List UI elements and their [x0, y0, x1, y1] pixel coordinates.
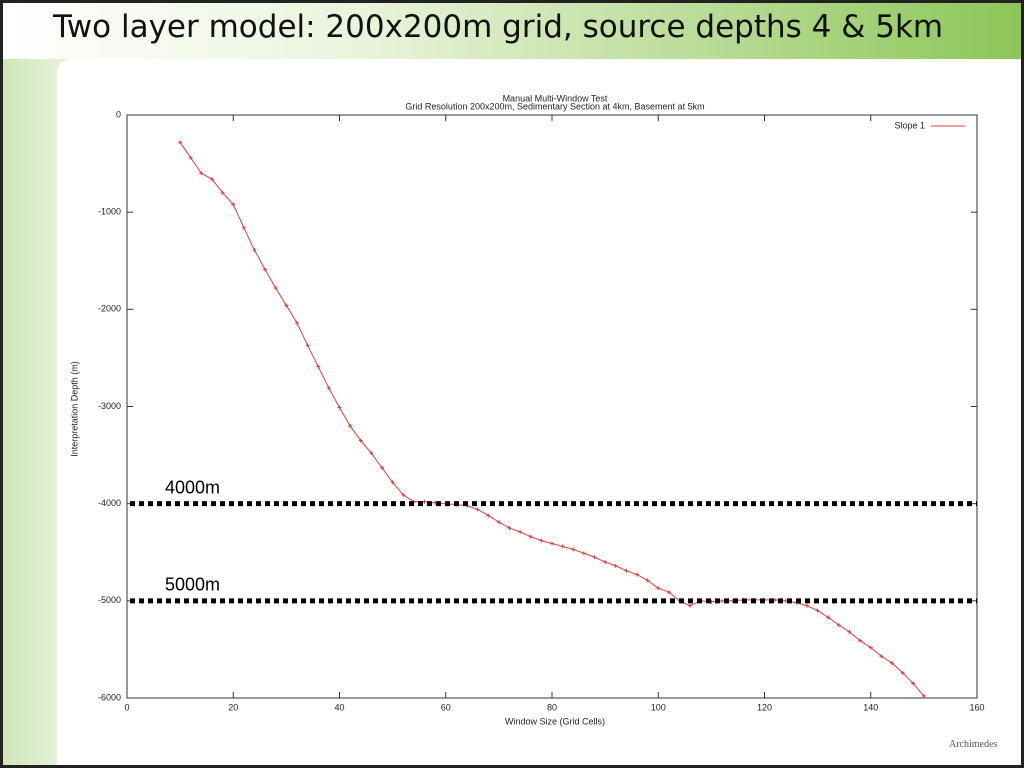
point-marker	[550, 541, 554, 546]
point-marker	[645, 578, 650, 583]
point-marker	[263, 267, 268, 272]
point-marker	[858, 638, 863, 643]
x-tick-label: 20	[228, 702, 238, 712]
point-marker	[475, 507, 480, 512]
point-marker	[571, 547, 576, 552]
y-tick-label: -6000	[98, 692, 121, 702]
logo: Archimedes	[949, 739, 998, 750]
point-marker	[868, 645, 873, 650]
point-marker	[518, 529, 523, 534]
point-marker	[210, 177, 214, 182]
y-tick-label: -1000	[98, 207, 121, 217]
x-tick-label: 60	[441, 702, 451, 712]
point-marker	[507, 525, 512, 530]
point-marker	[720, 598, 724, 603]
y-tick-label: -5000	[98, 595, 121, 605]
point-marker	[337, 405, 342, 410]
point-marker	[688, 603, 693, 608]
legend-label: Slope 1	[894, 120, 925, 130]
point-marker	[252, 248, 257, 253]
point-marker	[380, 465, 384, 470]
point-marker	[836, 623, 841, 628]
plot-frame	[126, 114, 978, 699]
x-tick-label: 40	[334, 702, 344, 712]
point-marker	[348, 423, 353, 428]
point-marker	[539, 538, 544, 543]
x-tick-label: 160	[969, 702, 984, 712]
point-marker	[911, 681, 916, 686]
x-tick-label: 0	[124, 702, 129, 712]
chart: Manual Multi-Window Test Grid Resolution…	[69, 93, 984, 726]
point-marker	[316, 364, 321, 369]
point-marker	[390, 480, 395, 485]
point-marker	[613, 563, 618, 568]
y-tick-label: -3000	[98, 401, 121, 411]
reference-label: 4000m	[165, 477, 220, 497]
point-marker	[496, 520, 501, 525]
point-marker	[624, 568, 629, 573]
chart-subtitle: Grid Resolution 200x200m, Sedimentary Se…	[405, 101, 704, 111]
point-marker	[656, 586, 661, 591]
y-tick-label: 0	[116, 109, 121, 119]
point-marker	[305, 343, 310, 348]
point-marker	[900, 670, 905, 675]
point-marker	[326, 386, 331, 391]
point-marker	[581, 551, 586, 556]
point-marker	[635, 572, 639, 577]
point-marker	[231, 202, 236, 207]
reference-label: 5000m	[165, 575, 220, 595]
y-axis-label: Interpretation Depth (m)	[69, 361, 79, 457]
point-marker	[422, 499, 427, 504]
point-marker	[369, 451, 374, 456]
point-marker	[284, 303, 289, 308]
x-tick-label: 80	[547, 702, 557, 712]
point-marker	[815, 608, 820, 613]
point-marker	[199, 171, 204, 176]
point-marker	[295, 320, 299, 325]
series-line	[179, 141, 925, 697]
content-panel	[57, 59, 1021, 765]
point-marker	[826, 615, 831, 620]
point-marker	[486, 513, 491, 518]
x-tick-label: 120	[757, 702, 772, 712]
y-tick-label: -4000	[98, 498, 121, 508]
point-marker	[401, 492, 406, 497]
point-marker	[528, 534, 533, 539]
point-marker	[241, 225, 246, 230]
point-marker	[178, 140, 183, 145]
slide-title: Two layer model: 200x200m grid, source d…	[53, 9, 944, 45]
y-tick-label: -2000	[98, 304, 121, 314]
title-banner: Two layer model: 200x200m grid, source d…	[3, 3, 1021, 59]
point-marker	[220, 190, 225, 195]
point-marker	[890, 661, 894, 666]
point-marker	[358, 438, 363, 443]
point-marker	[188, 155, 193, 160]
point-marker	[560, 544, 565, 549]
point-marker	[805, 603, 809, 608]
x-tick-label: 100	[651, 702, 666, 712]
point-marker	[879, 654, 884, 659]
point-marker	[592, 555, 597, 560]
point-marker	[921, 694, 926, 699]
x-tick-label: 140	[863, 702, 878, 712]
point-marker	[603, 559, 608, 564]
x-axis-label: Window Size (Grid Cells)	[505, 716, 605, 726]
point-marker	[847, 629, 852, 634]
point-marker	[666, 590, 671, 595]
chart-title: Manual Multi-Window Test	[503, 93, 608, 103]
point-marker	[273, 285, 278, 290]
